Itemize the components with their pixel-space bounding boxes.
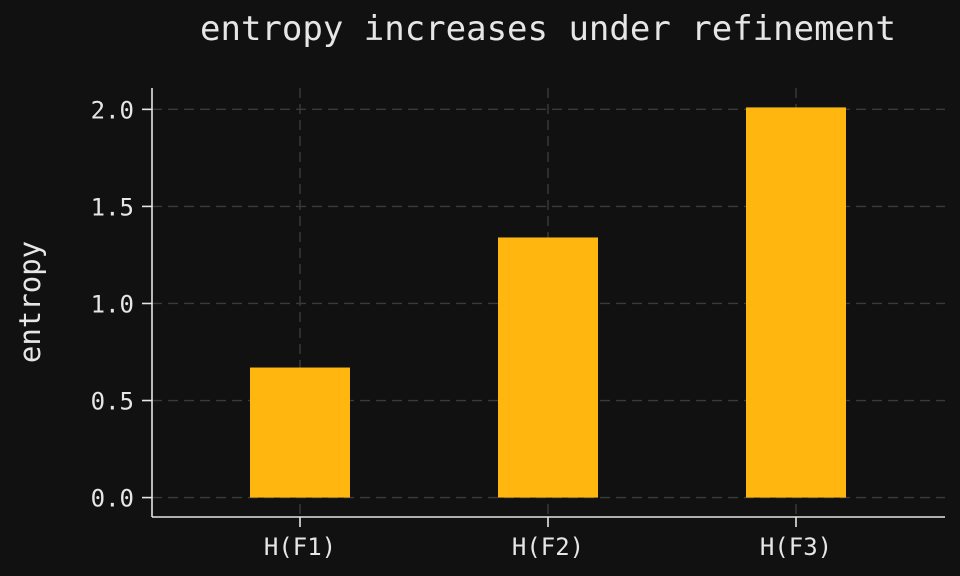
- y-tick-label: 2.0: [91, 96, 134, 124]
- bar-3: [746, 107, 846, 498]
- chart-title: entropy increases under refinement: [200, 9, 896, 49]
- bar-1: [250, 367, 350, 498]
- x-tick-label: H(F3): [760, 533, 832, 561]
- y-axis-label: entropy: [13, 241, 47, 363]
- bar-2: [498, 237, 598, 498]
- y-tick-label: 1.5: [91, 193, 134, 221]
- bar-layer: [250, 107, 846, 498]
- y-tick-label: 1.0: [91, 290, 134, 318]
- x-tick-label: H(F2): [512, 533, 584, 561]
- tick-label-layer: 0.0 0.5 1.0 1.5 2.0 H(F1) H(F2) H(F3): [91, 96, 832, 561]
- y-tick-label: 0.0: [91, 485, 134, 513]
- axis-layer: [142, 88, 945, 527]
- x-tick-label: H(F1): [264, 533, 336, 561]
- y-tick-label: 0.5: [91, 388, 134, 416]
